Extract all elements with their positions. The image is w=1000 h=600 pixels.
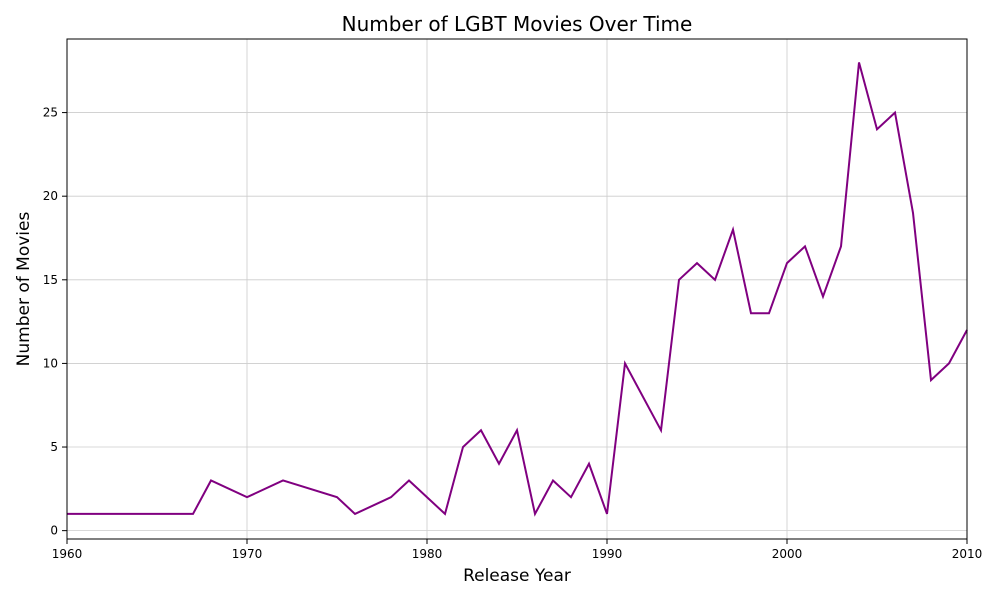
y-tick-label: 0 — [50, 524, 58, 538]
series-line — [67, 62, 968, 517]
y-tick-label: 10 — [43, 356, 58, 370]
y-axis-label: Number of Movies — [14, 212, 34, 367]
x-tick-label: 2010 — [952, 547, 983, 561]
x-tick-label: 1980 — [412, 547, 443, 561]
x-tick-label: 1970 — [232, 547, 263, 561]
x-tick-label: 1990 — [592, 547, 623, 561]
x-tick-label: 1960 — [52, 547, 83, 561]
y-axis: 0 5 10 15 20 25 — [43, 106, 67, 538]
grid-lines — [66, 39, 968, 539]
chart-title: Number of LGBT Movies Over Time — [342, 12, 693, 36]
x-axis-label: Release Year — [463, 566, 571, 586]
y-tick-label: 25 — [43, 106, 58, 120]
y-tick-label: 20 — [43, 189, 58, 203]
x-tick-label: 2000 — [772, 547, 803, 561]
y-tick-label: 5 — [50, 440, 58, 454]
x-axis: 1960 1970 1980 1990 2000 2010 — [52, 539, 983, 561]
y-tick-label: 15 — [43, 273, 58, 287]
plot-frame — [66, 38, 968, 540]
